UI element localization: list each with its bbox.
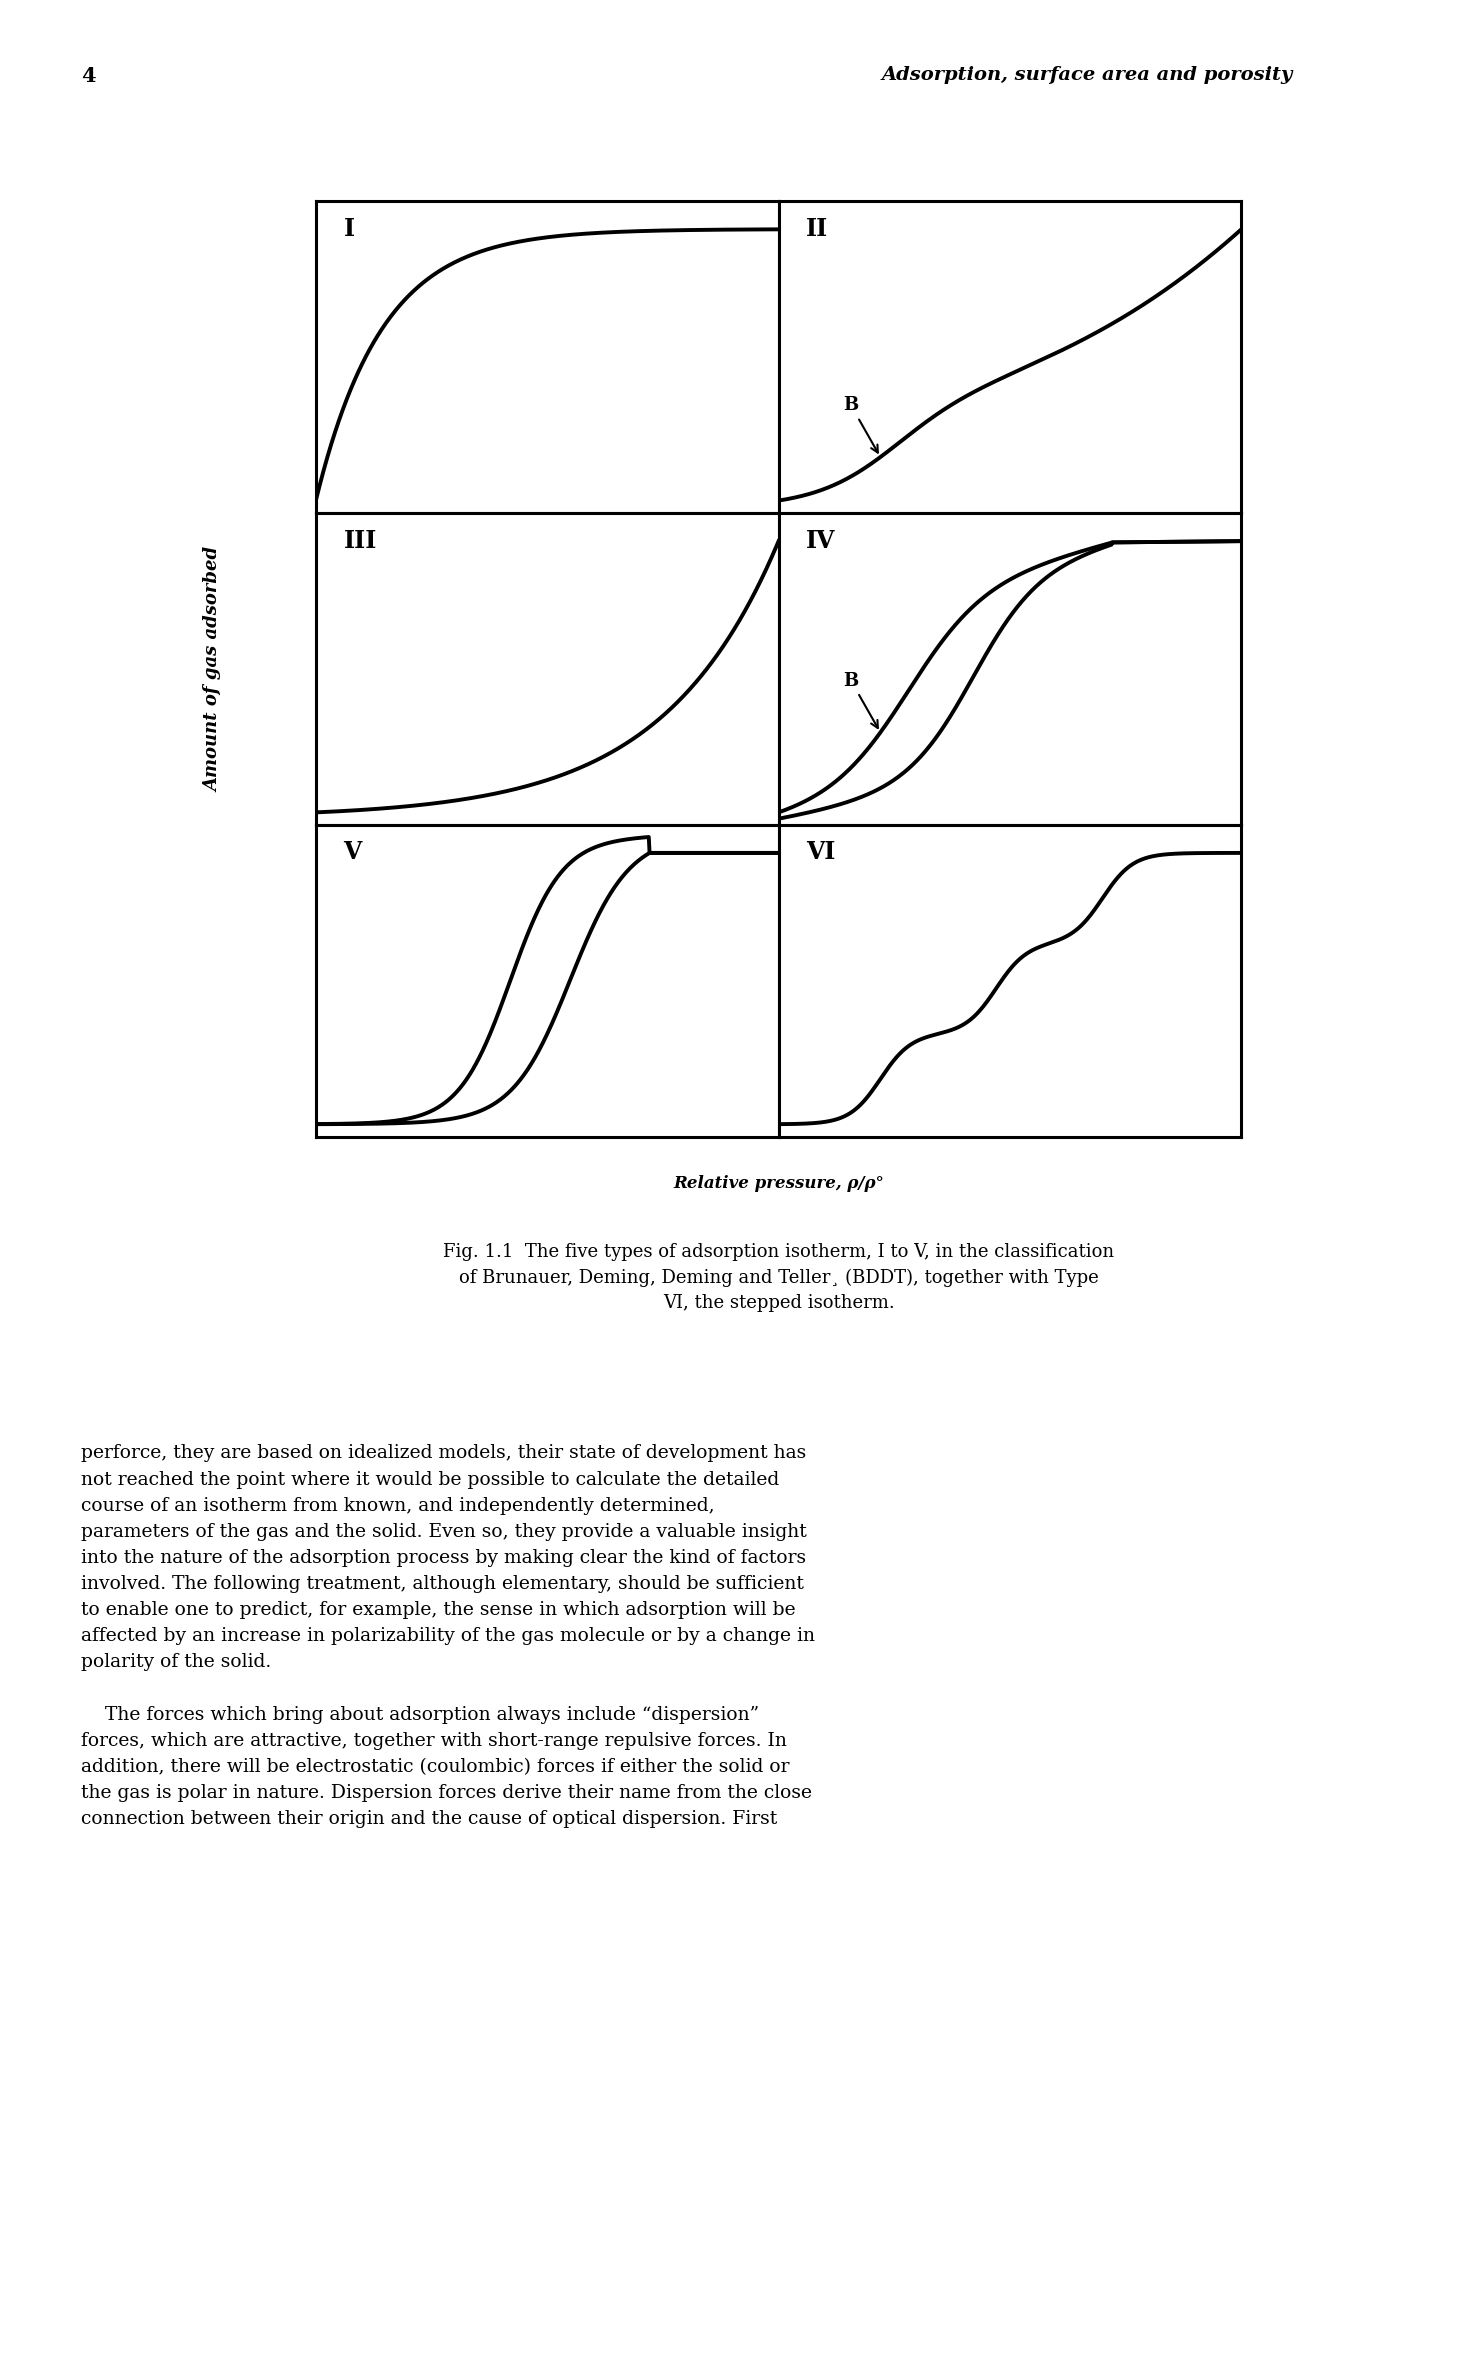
Text: I: I bbox=[344, 218, 354, 242]
Text: Fig. 1.1  The five types of adsorption isotherm, I to V, in the classification
o: Fig. 1.1 The five types of adsorption is… bbox=[444, 1243, 1114, 1312]
Text: perforce, they are based on idealized models, their state of development has
not: perforce, they are based on idealized mo… bbox=[81, 1444, 815, 1828]
Text: II: II bbox=[806, 218, 829, 242]
Text: B: B bbox=[843, 395, 878, 452]
Text: IV: IV bbox=[806, 528, 836, 552]
Text: 4: 4 bbox=[81, 66, 95, 85]
Text: Adsorption, surface area and porosity: Adsorption, surface area and porosity bbox=[881, 66, 1293, 85]
Text: B: B bbox=[843, 673, 878, 727]
Text: Amount of gas adsorbed: Amount of gas adsorbed bbox=[204, 547, 222, 791]
Text: V: V bbox=[344, 841, 361, 864]
Text: III: III bbox=[344, 528, 378, 552]
Text: VI: VI bbox=[806, 841, 836, 864]
Text: Relative pressure, ρ/ρ°: Relative pressure, ρ/ρ° bbox=[673, 1175, 884, 1191]
